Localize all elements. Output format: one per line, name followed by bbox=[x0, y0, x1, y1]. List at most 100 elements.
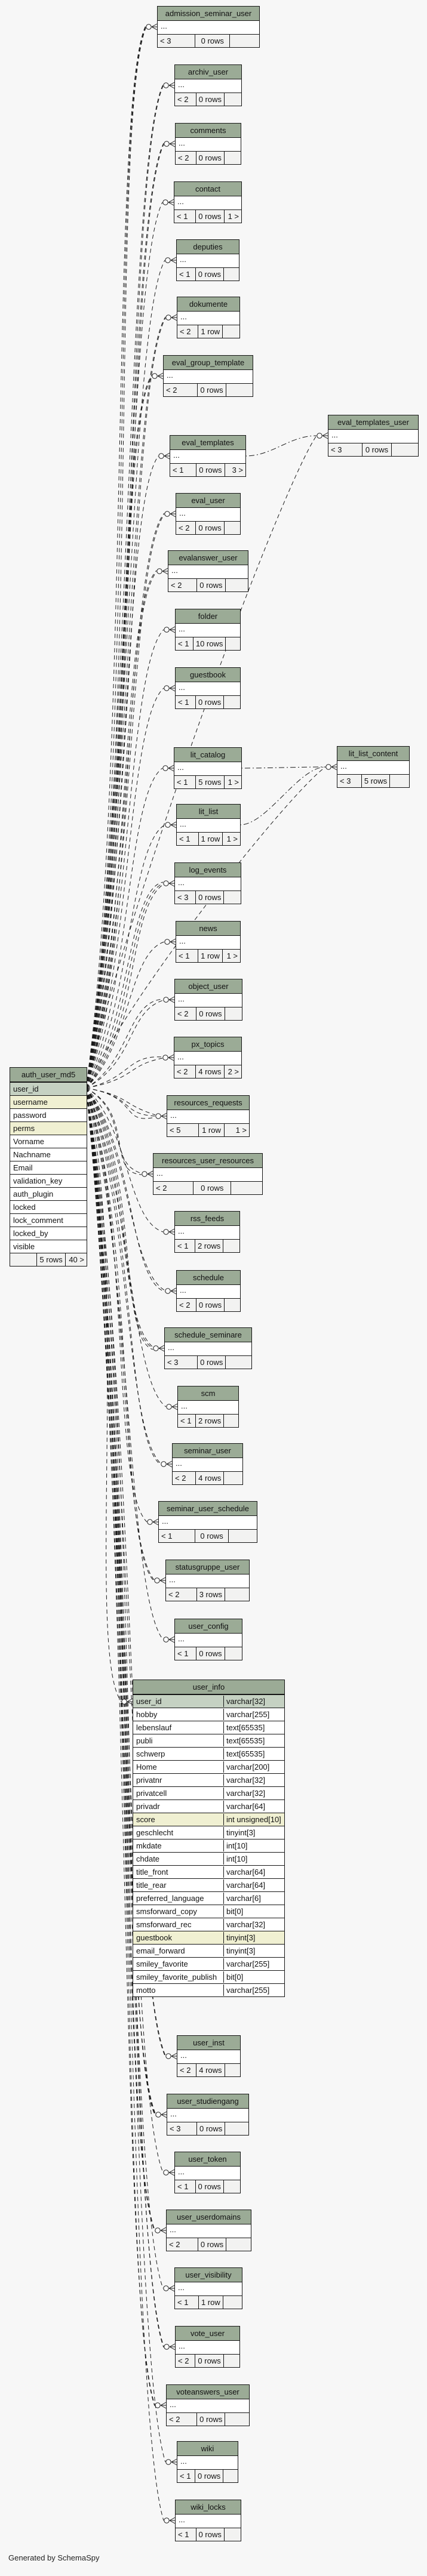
table-title[interactable]: statusgruppe_user bbox=[166, 1560, 249, 1574]
table-title[interactable]: seminar_user bbox=[173, 1444, 242, 1458]
parents-page-link[interactable]: < 1 bbox=[177, 268, 196, 281]
children-page-link[interactable]: 2 > bbox=[223, 1065, 241, 1078]
table-title[interactable]: evalanswer_user bbox=[168, 551, 248, 565]
table-title[interactable]: vote_user bbox=[176, 2327, 239, 2341]
table-title[interactable]: deputies bbox=[177, 240, 239, 254]
parents-page-link[interactable]: < 2 bbox=[167, 2238, 198, 2251]
parents-page-link[interactable]: < 2 bbox=[175, 93, 196, 106]
parents-page-link[interactable]: < 1 bbox=[178, 1415, 196, 1427]
parents-page-link[interactable]: < 1 bbox=[170, 464, 197, 476]
table-title[interactable]: comments bbox=[176, 124, 241, 138]
table-title[interactable]: object_user bbox=[175, 979, 242, 994]
table-title[interactable]: user_visibility bbox=[175, 2268, 242, 2282]
table-title[interactable]: schedule bbox=[177, 1271, 240, 1285]
parents-page-link[interactable]: < 1 bbox=[177, 2470, 195, 2482]
table-title[interactable]: admission_seminar_user bbox=[158, 7, 259, 21]
table-seminar_user_schedule[interactable]: seminar_user_schedule... < 1 0 rows bbox=[158, 1501, 257, 1543]
parents-page-link[interactable]: < 3 bbox=[328, 443, 363, 456]
table-title[interactable]: seminar_user_schedule bbox=[159, 1502, 257, 1516]
parents-page-link[interactable]: < 3 bbox=[167, 2122, 197, 2135]
table-title[interactable]: user_userdomains bbox=[167, 2210, 251, 2224]
table-admission_seminar_user[interactable]: admission_seminar_user... < 3 0 rows bbox=[157, 6, 260, 48]
parents-page-link[interactable]: < 3 bbox=[158, 35, 196, 47]
table-user_info[interactable]: user_info user_id varchar[32] hobby varchar[… bbox=[133, 1680, 285, 1997]
table-title[interactable]: lit_list_content bbox=[337, 747, 409, 761]
parents-page-link[interactable]: < 2 bbox=[166, 1588, 197, 1601]
parents-page-link[interactable]: < 1 bbox=[174, 210, 196, 223]
table-title[interactable]: user_info bbox=[133, 1680, 284, 1694]
table-title[interactable]: lit_list bbox=[177, 805, 240, 819]
table-title[interactable]: archiv_user bbox=[175, 65, 241, 79]
table-title[interactable]: eval_templates_user bbox=[328, 415, 418, 430]
table-title[interactable]: guestbook bbox=[176, 668, 240, 682]
table-title[interactable]: user_studiengang bbox=[167, 2094, 248, 2109]
children-page-link[interactable]: 40 > bbox=[64, 1253, 87, 1266]
table-title[interactable]: schedule_seminare bbox=[165, 1328, 251, 1342]
parents-page-link[interactable]: < 2 bbox=[175, 1007, 197, 1020]
parents-page-link[interactable]: < 2 bbox=[176, 152, 196, 164]
table-title[interactable]: log_events bbox=[175, 863, 241, 877]
children-page-link[interactable]: 3 > bbox=[224, 464, 245, 476]
children-page-link[interactable]: 1 > bbox=[222, 833, 240, 845]
parents-page-link[interactable]: < 1 bbox=[176, 950, 199, 962]
table-title[interactable]: eval_group_template bbox=[164, 356, 253, 370]
parents-page-link[interactable]: < 1 bbox=[177, 833, 199, 845]
children-page-link[interactable]: 1 > bbox=[223, 776, 241, 788]
table-title[interactable]: px_topics bbox=[174, 1037, 241, 1052]
parents-page-link[interactable]: < 1 bbox=[176, 696, 196, 708]
table-title[interactable]: dokumente bbox=[177, 297, 239, 312]
table-title[interactable]: voteanswers_user bbox=[167, 2385, 249, 2399]
table-title[interactable]: news bbox=[176, 922, 240, 936]
parents-page-link[interactable]: < 1 bbox=[175, 2180, 196, 2193]
parents-page-link[interactable]: < 2 bbox=[177, 2064, 197, 2076]
table-title[interactable]: resources_user_resources bbox=[153, 1154, 262, 1168]
parents-page-link[interactable]: < 1 bbox=[175, 1647, 197, 1660]
table-resources_user_resources[interactable]: resources_user_resources... < 2 0 rows bbox=[153, 1153, 263, 1195]
table-title[interactable]: lit_catalog bbox=[174, 748, 241, 762]
table-title[interactable]: user_config bbox=[175, 1619, 242, 1634]
parents-page-link[interactable]: < 2 bbox=[174, 1065, 196, 1078]
table-title[interactable]: rss_feeds bbox=[175, 1212, 239, 1226]
parents-page-link[interactable]: < 3 bbox=[175, 891, 196, 904]
children-page-link[interactable]: 1 > bbox=[223, 210, 241, 223]
table-title[interactable]: contact bbox=[174, 182, 241, 196]
parents-page-link[interactable]: < 3 bbox=[165, 1356, 198, 1369]
table-folder[interactable]: folder... < 1 10 rows bbox=[175, 609, 241, 651]
parents-page-link[interactable]: < 2 bbox=[173, 1472, 196, 1484]
parents-page-link[interactable]: < 1 bbox=[176, 2528, 196, 2541]
parents-page-link[interactable]: < 2 bbox=[177, 1299, 196, 1311]
parents-page-link[interactable]: < 2 bbox=[167, 2413, 198, 2426]
table-title[interactable]: wiki bbox=[177, 2442, 238, 2456]
parents-page-link[interactable]: < 2 bbox=[168, 579, 198, 591]
table-title[interactable]: user_token bbox=[175, 2152, 240, 2167]
parents-page-link[interactable]: < 2 bbox=[153, 1182, 194, 1194]
parents-page-link[interactable]: < 2 bbox=[164, 384, 198, 396]
